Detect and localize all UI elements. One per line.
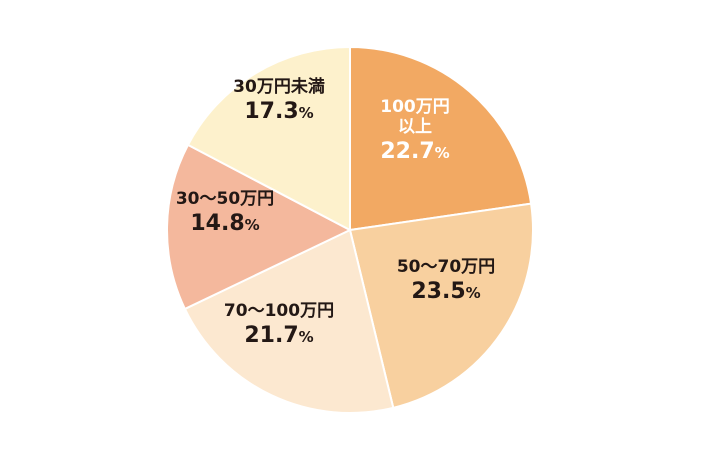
slice-label: 70～100万円 bbox=[224, 301, 334, 321]
slice-percent-sign: % bbox=[435, 144, 450, 162]
pie-slice bbox=[348, 202, 534, 410]
slice-percent-sign: % bbox=[245, 216, 260, 234]
slice-value-label: 21.7% bbox=[244, 323, 313, 348]
slice-percent-sign: % bbox=[299, 104, 314, 122]
slice-label: 30～50万円 bbox=[176, 189, 274, 209]
slice-value-label: 22.7% bbox=[380, 139, 449, 164]
slice-label: 100万円 bbox=[380, 97, 450, 117]
slice-value-label: 23.5% bbox=[411, 279, 480, 304]
slice-value-label: 14.8% bbox=[190, 211, 259, 236]
slice-value-label: 17.3% bbox=[244, 99, 313, 124]
pie-slice bbox=[166, 143, 353, 311]
slice-label: 50～70万円 bbox=[397, 257, 495, 277]
slice-label: 30万円未満 bbox=[233, 76, 325, 97]
pie-slice bbox=[349, 45, 533, 232]
slice-value-number: 23.5 bbox=[411, 279, 465, 304]
slice-value-number: 21.7 bbox=[244, 323, 298, 348]
pie-slice bbox=[186, 45, 351, 232]
pie-slice bbox=[183, 228, 395, 415]
slice-value-number: 22.7 bbox=[380, 139, 434, 164]
slice-percent-sign: % bbox=[466, 284, 481, 302]
slice-value-number: 14.8 bbox=[190, 211, 244, 236]
slice-value-number: 17.3 bbox=[244, 99, 298, 124]
pie-slices bbox=[166, 45, 534, 415]
slice-label: 以上 bbox=[398, 117, 432, 137]
slice-percent-sign: % bbox=[299, 328, 314, 346]
